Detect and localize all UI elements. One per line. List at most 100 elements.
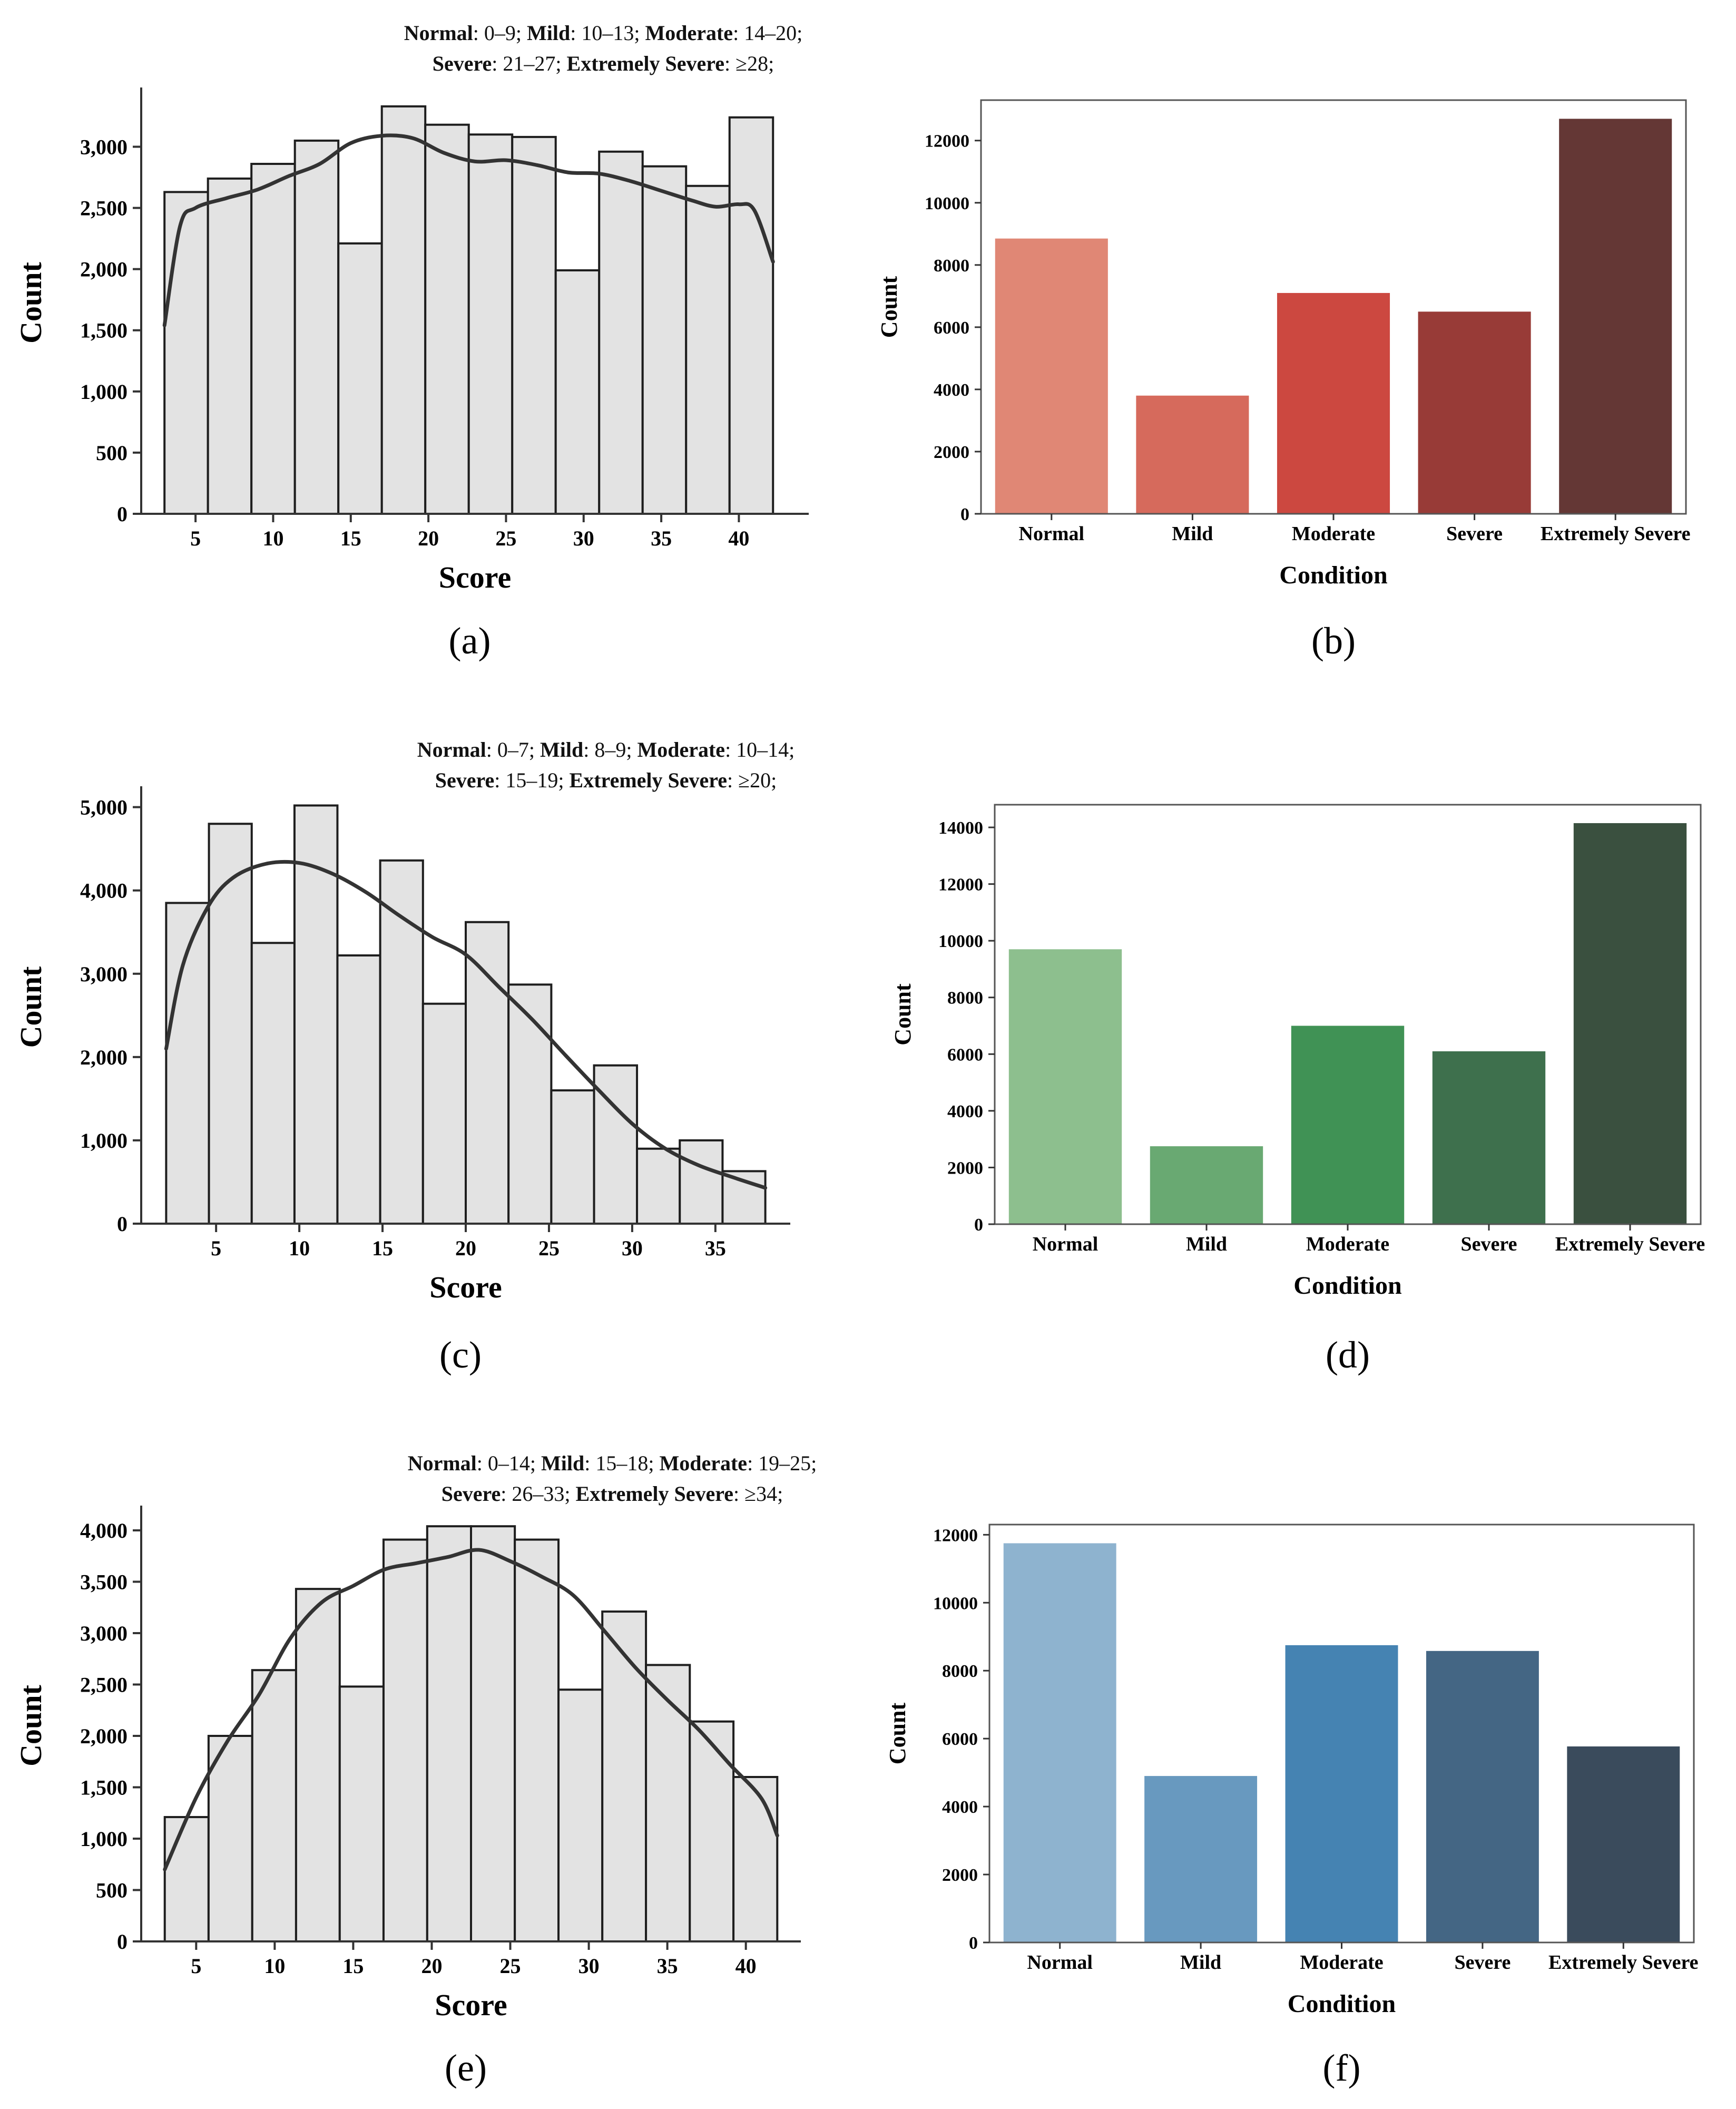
histogram-bar: [467, 133, 514, 515]
histogram-bar: [593, 1064, 639, 1225]
histogram-bar: [557, 1688, 604, 1942]
bar: [995, 238, 1108, 514]
title-condition-label: Mild: [541, 1451, 584, 1475]
bar-panel-d: 0 2000 4000 6000 8000 10000 12000 14000 Normal Mi…: [890, 804, 1705, 1376]
panel-label: (e): [445, 2047, 487, 2089]
histogram-bar: [380, 105, 427, 515]
y-axis-label: Count: [14, 261, 48, 343]
histogram-bar: [732, 1776, 779, 1942]
x-tick-label: Severe: [1446, 523, 1503, 545]
histogram-bar: [550, 1089, 595, 1225]
chart-title-line: Severe: 21–27; Extremely Severe: ≥28;: [433, 52, 774, 75]
title-range-text: : ≥20;: [727, 768, 777, 792]
histogram-bar: [163, 1816, 210, 1943]
x-tick-label: Mild: [1186, 1233, 1227, 1255]
y-tick-label: 3,000: [80, 962, 127, 986]
x-tick-label: 20: [421, 1954, 442, 1978]
x-tick-label: 20: [455, 1236, 476, 1260]
y-tick-label: 12000: [933, 1526, 978, 1545]
bar: [1136, 395, 1249, 514]
x-tick-label: Extremely Severe: [1548, 1951, 1699, 1974]
y-tick-label: 3,000: [80, 1622, 127, 1645]
x-tick-label: Moderate: [1300, 1951, 1383, 1974]
title-condition-label: Normal: [417, 738, 486, 761]
y-tick-label: 2000: [934, 443, 969, 462]
x-axis-label: Score: [429, 1270, 502, 1304]
title-condition-label: Normal: [404, 21, 473, 45]
x-tick-label: 35: [651, 526, 672, 550]
y-tick-label: 4000: [947, 1102, 983, 1121]
title-range-text: : 0–14;: [477, 1451, 541, 1475]
x-tick-label: 40: [728, 526, 749, 550]
histogram-panel-e: Normal: 0–14; Mild: 15–18; Moderate: 19–…: [14, 1451, 817, 2089]
histogram-bar: [382, 1538, 428, 1943]
y-tick-label: 2000: [942, 1866, 978, 1885]
title-range-text: : 0–9;: [473, 21, 527, 45]
x-tick-label: 35: [657, 1954, 678, 1978]
title-range-text: : 10–13;: [570, 21, 645, 45]
histogram-bar: [337, 242, 383, 515]
title-condition-label: Moderate: [645, 21, 733, 45]
x-tick-label: 5: [211, 1236, 221, 1260]
histogram-bar: [424, 123, 470, 515]
y-tick-label: 4000: [934, 380, 969, 400]
y-axis-label: Count: [890, 983, 916, 1046]
title-range-text: : 19–25;: [747, 1451, 817, 1475]
y-axis-label: Count: [14, 966, 48, 1048]
title-range-text: : 15–19;: [494, 768, 569, 792]
panel-label: (d): [1326, 1334, 1370, 1376]
x-tick-label: 25: [500, 1954, 521, 1978]
x-tick-label: 25: [538, 1236, 560, 1260]
chart-title-line: Normal: 0–9; Mild: 10–13; Moderate: 14–2…: [404, 21, 803, 45]
chart-title-line: Severe: 15–19; Extremely Severe: ≥20;: [435, 768, 777, 792]
histogram-bar: [251, 1669, 297, 1942]
x-tick-label: 15: [342, 1954, 364, 1978]
x-tick-label: Moderate: [1292, 523, 1375, 545]
histogram-bar: [336, 954, 381, 1225]
title-range-text: : 0–7;: [486, 738, 540, 761]
histogram-bar: [470, 1525, 516, 1942]
histogram-bar: [163, 191, 209, 515]
histogram-bar: [293, 139, 340, 515]
y-tick-label: 0: [960, 505, 969, 524]
x-tick-label: 5: [191, 1954, 201, 1978]
y-tick-label: 3,500: [80, 1570, 127, 1594]
x-tick-label: 30: [573, 526, 594, 550]
title-condition-label: Mild: [527, 21, 570, 45]
x-tick-label: Mild: [1172, 523, 1213, 545]
title-condition-label: Extremely Severe: [567, 52, 725, 75]
y-tick-label: 1,000: [80, 1129, 127, 1153]
y-tick-label: 6000: [934, 318, 969, 338]
x-tick-label: 30: [622, 1236, 643, 1260]
y-tick-label: 2,500: [80, 1673, 127, 1697]
x-tick-label: 40: [735, 1954, 757, 1978]
title-range-text: : 10–14;: [725, 738, 795, 761]
title-condition-label: Severe: [433, 52, 492, 75]
panel-label: (a): [449, 620, 491, 662]
x-tick-label: Moderate: [1306, 1233, 1389, 1255]
kde-curve: [163, 1548, 779, 1871]
histogram-bar: [679, 1139, 724, 1225]
bar: [1008, 949, 1122, 1224]
y-tick-label: 0: [117, 1212, 127, 1236]
histogram-panel-a: Normal: 0–9; Mild: 10–13; Moderate: 14–2…: [14, 21, 809, 662]
bar: [1285, 1645, 1398, 1942]
bar: [1573, 823, 1687, 1224]
y-tick-label: 8000: [934, 256, 969, 276]
bar: [1567, 1746, 1680, 1942]
y-tick-label: 0: [969, 1934, 978, 1953]
histogram-bar: [641, 165, 688, 515]
y-tick-label: 2,000: [80, 258, 127, 281]
title-range-text: : 21–27;: [492, 52, 566, 75]
x-tick-label: 10: [262, 526, 283, 550]
y-tick-label: 8000: [942, 1662, 978, 1681]
panel-label: (f): [1323, 2047, 1361, 2089]
title-condition-label: Severe: [442, 1482, 501, 1506]
bar: [1003, 1543, 1116, 1942]
histogram-bar: [250, 942, 296, 1225]
histogram-bar: [636, 1147, 681, 1225]
y-tick-label: 0: [117, 502, 127, 526]
histogram-bar: [728, 116, 774, 515]
y-tick-label: 5,000: [80, 796, 127, 819]
